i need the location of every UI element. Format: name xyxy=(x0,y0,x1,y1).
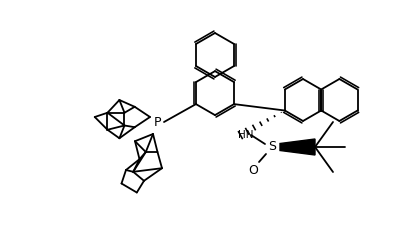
Text: S: S xyxy=(267,140,275,153)
Text: HN: HN xyxy=(237,130,253,140)
Text: O: O xyxy=(247,164,257,176)
Polygon shape xyxy=(279,139,314,155)
Text: P: P xyxy=(154,116,161,128)
